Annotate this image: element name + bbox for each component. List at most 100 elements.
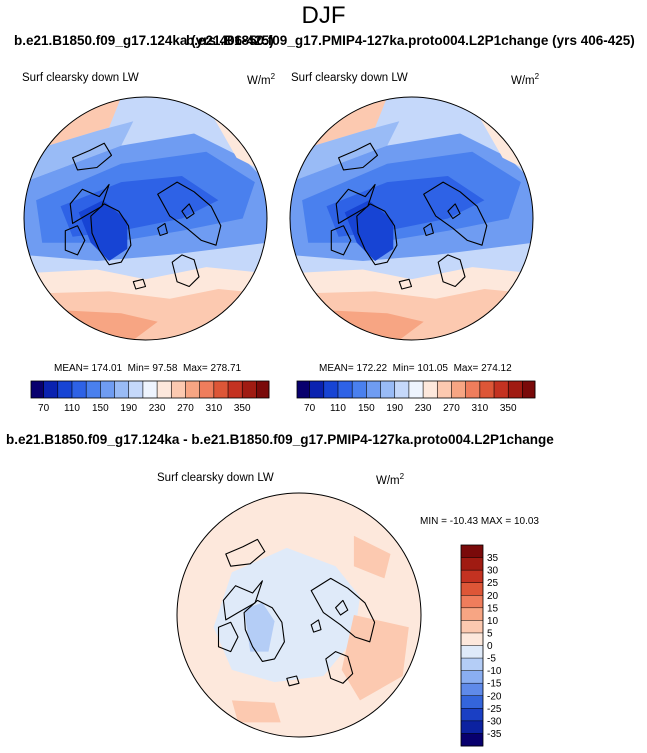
right-colorbar-swatch	[366, 381, 381, 398]
left-max-label: Max=	[183, 363, 208, 374]
left-map-coastline-scandinavia	[171, 254, 200, 288]
diff-min-value: -10.43	[449, 516, 479, 527]
right-colorbar-tick-label: 310	[471, 403, 488, 414]
right-map-coastlines	[330, 142, 488, 290]
right-colorbar-swatch	[352, 381, 367, 398]
diff-colorbar-swatch	[461, 708, 483, 722]
right-units-label: W/m2	[511, 72, 540, 87]
diff-colorbar-swatch	[461, 632, 483, 646]
right-max-value: 274.12	[481, 363, 512, 374]
left-colorbar-swatch	[256, 381, 270, 398]
diff-colorbar-swatch	[461, 670, 483, 684]
left-colorbar-swatch	[157, 381, 172, 398]
right-colorbar-swatch	[309, 381, 325, 398]
right-colorbar-swatch	[394, 381, 410, 398]
right-colorbar-swatch	[437, 381, 452, 398]
left-map-fill-layers	[24, 97, 267, 340]
left-mean-label: MEAN=	[54, 363, 89, 374]
diff-colorbar-swatch	[461, 557, 483, 571]
diff-map-coastline-scandinavia	[325, 651, 354, 684]
right-colorbar-tick-label: 70	[304, 403, 316, 414]
left-colorbar-swatch	[71, 381, 87, 398]
left-min-value: 97.58	[152, 363, 178, 374]
left-colorbar-swatch	[57, 381, 73, 398]
diff-map-coastline-novaya	[335, 599, 349, 616]
left-colorbar-tick-label: 230	[149, 403, 166, 414]
left-colorbar-tick-label: 270	[177, 403, 194, 414]
left-field-label: Surf clearsky down LW	[22, 72, 139, 84]
diff-colorbar-swatch	[461, 570, 483, 584]
right-stats: MEAN= 172.22 Min= 101.05 Max= 274.12	[319, 363, 512, 374]
left-mean-value: 174.01	[91, 363, 123, 374]
diff-colorbar-swatch	[461, 695, 483, 709]
diff-colorbar-swatch	[461, 582, 483, 596]
left-stats: MEAN= 174.01 Min= 97.58 Max= 278.71	[54, 363, 241, 374]
diff-max-label: MAX =	[480, 516, 512, 527]
right-min-value: 101.05	[417, 363, 448, 374]
left-colorbar-swatch	[185, 381, 201, 398]
left-colorbar-swatch	[31, 381, 44, 398]
left-polar-map	[23, 96, 268, 341]
diff-colorbar-tick-label: 10	[487, 616, 499, 627]
diff-field-label: Surf clearsky down LW	[157, 472, 274, 484]
right-colorbar-frame	[296, 380, 536, 399]
diff-colorbar-tick-label: 20	[487, 591, 499, 602]
left-colorbar-swatch	[228, 381, 243, 398]
left-colorbar-swatch	[213, 381, 229, 398]
right-map-coastline-canadaArch	[335, 183, 376, 224]
right-colorbar-tick-label: 230	[415, 403, 432, 414]
diff-colorbar-swatch	[461, 545, 483, 558]
diff-colorbar-swatch	[461, 733, 483, 747]
diff-map-coastline-svalbard	[310, 619, 322, 633]
left-map-field-region	[212, 115, 261, 170]
right-colorbar-swatch	[323, 381, 339, 398]
right-min-label: Min=	[392, 363, 415, 374]
diff-max-value: 10.03	[513, 516, 539, 527]
right-map-field-region	[290, 121, 400, 183]
diff-map-map-border	[176, 492, 422, 738]
left-map-coastline-novaya	[181, 203, 195, 220]
diff-colorbar-swatch	[461, 595, 483, 609]
left-map-coastline-greenland	[90, 203, 132, 266]
diff-colorbar-tick-label: 30	[487, 566, 499, 577]
right-map-coastline-alaska	[338, 142, 379, 171]
right-colorbar-swatch	[297, 381, 310, 398]
right-colorbar-tick-label: 190	[386, 403, 403, 414]
right-map-coastline-iceland	[398, 278, 413, 290]
diff-colorbar-swatch	[461, 658, 483, 672]
right-map-fill-layers	[290, 97, 533, 340]
left-map-field-region	[24, 121, 134, 183]
right-map-map-border	[289, 96, 534, 341]
left-map-coastline-alaska	[72, 142, 113, 171]
diff-stats: MIN = -10.43 MAX = 10.03	[420, 516, 539, 527]
diff-colorbar-tick-label: 5	[487, 628, 493, 639]
left-colorbar-tick-label: 310	[205, 403, 222, 414]
left-colorbar-tick-label: 110	[64, 403, 80, 414]
diff-map-coastlines	[217, 538, 376, 687]
diff-colorbar-tick-label: 35	[487, 553, 499, 564]
diff-min-label: MIN =	[420, 516, 447, 527]
left-map-map-border	[23, 96, 268, 341]
diff-map-coastline-iceland	[286, 675, 300, 687]
left-colorbar-tick-label: 350	[234, 403, 251, 414]
left-colorbar: 70 110 150 190 230 270 310 350	[30, 380, 270, 414]
right-map-coastline-novaya	[447, 203, 461, 220]
diff-map-fill-layers	[177, 493, 421, 737]
diff-colorbar-swatch	[461, 720, 483, 734]
diff-colorbar-tick-label: -35	[487, 729, 502, 740]
right-colorbar-tick-label: 270	[443, 403, 460, 414]
left-colorbar-swatch	[128, 381, 144, 398]
right-map-field-region	[478, 115, 527, 170]
diff-colorbar-swatch	[461, 645, 483, 659]
diff-colorbar-tick-label: -10	[487, 666, 502, 677]
left-colorbar-swatch	[114, 381, 130, 398]
diff-colorbar-tick-label: -20	[487, 691, 502, 702]
left-units-label: W/m2	[247, 72, 276, 87]
right-colorbar-swatch	[451, 381, 467, 398]
diff-map-coastline-hudson	[217, 621, 239, 653]
diff-units-label: W/m2	[376, 472, 405, 487]
left-panel-title: b.e21.B1850.f09_g17.124ka (yrs 406-425)	[14, 33, 274, 48]
right-colorbar-tick-label: 110	[330, 403, 346, 414]
left-map-coastline-iceland	[132, 278, 147, 290]
diff-map-coastline-siberia	[310, 577, 376, 643]
